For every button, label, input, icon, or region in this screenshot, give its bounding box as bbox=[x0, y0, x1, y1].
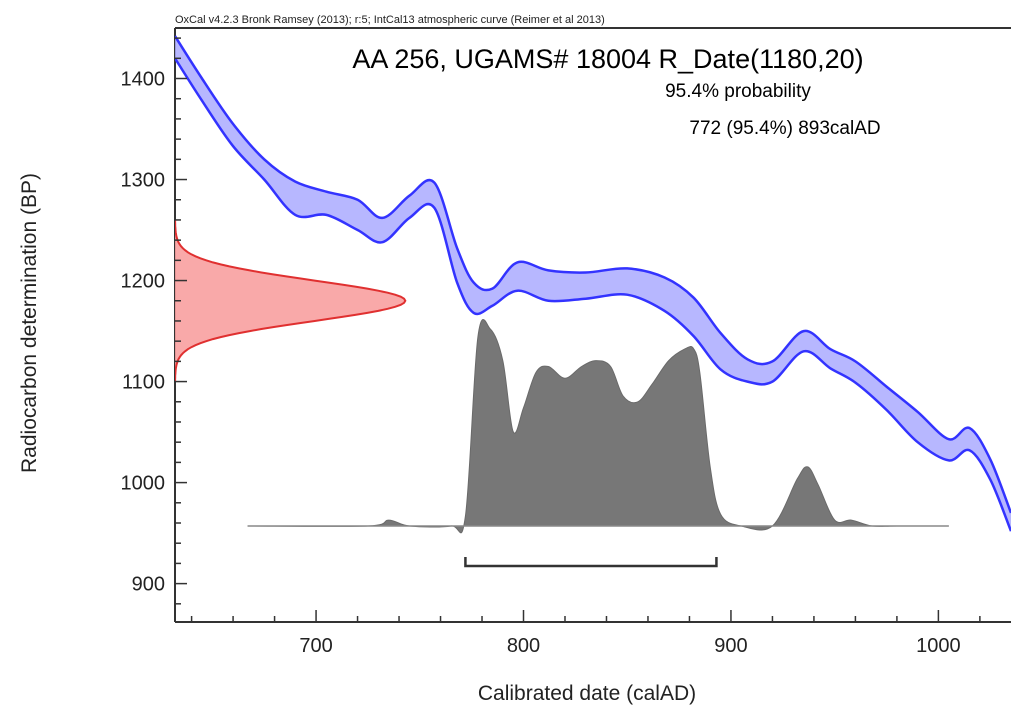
range-bracket bbox=[464, 557, 718, 568]
x-tick-label: 800 bbox=[507, 635, 540, 657]
calibration-curve-upper bbox=[175, 35, 1011, 514]
calibration-curve-lower bbox=[175, 57, 1011, 532]
x-tick-label: 900 bbox=[714, 635, 747, 657]
y-axis-label: Radiocarbon determination (BP) bbox=[18, 173, 41, 473]
x-axis-label: Calibrated date (calAD) bbox=[478, 682, 696, 705]
posterior-distribution bbox=[247, 319, 949, 534]
probability-label: 95.4% probability bbox=[665, 81, 811, 102]
x-tick-label: 1000 bbox=[916, 635, 961, 657]
y-tick-label: 1000 bbox=[121, 473, 166, 495]
x-axis-ticks: 700 800 900 1000 bbox=[190, 610, 981, 657]
y-tick-label: 900 bbox=[132, 574, 165, 596]
y-tick-label: 1400 bbox=[121, 69, 166, 91]
plot-area bbox=[174, 27, 1011, 623]
y-tick-label: 1300 bbox=[121, 170, 166, 192]
radiocarbon-date-outline bbox=[175, 219, 407, 382]
range-bracket-line bbox=[464, 557, 718, 568]
y-tick-label: 1100 bbox=[122, 372, 165, 394]
y-axis-ticks: 900 1000 1100 1200 1300 1400 bbox=[121, 37, 187, 605]
chart-title: AA 256, UGAMS# 18004 R_Date(1180,20) bbox=[352, 44, 863, 74]
header-text: OxCal v4.2.3 Bronk Ramsey (2013); r:5; I… bbox=[175, 14, 605, 26]
plot-layers bbox=[175, 35, 1011, 534]
range-label: 772 (95.4%) 893calAD bbox=[689, 118, 880, 139]
x-tick-label: 700 bbox=[299, 635, 332, 657]
y-tick-label: 1200 bbox=[121, 271, 166, 293]
radiocarbon-date-distribution bbox=[175, 219, 406, 382]
calibration-curve-band bbox=[175, 36, 1011, 532]
